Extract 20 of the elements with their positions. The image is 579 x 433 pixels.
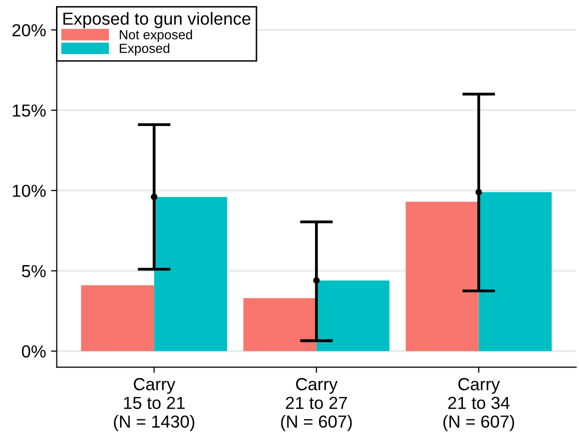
- y-tick-label: 15%: [12, 104, 46, 117]
- legend-label: Not exposed: [120, 30, 192, 42]
- y-tick-label: 20%: [12, 24, 46, 36]
- bar: [154, 196, 228, 352]
- x-tick-label: Carry 21 to 27 (N = 607): [281, 378, 352, 432]
- bar: [478, 192, 552, 352]
- legend-label: Exposed: [120, 43, 170, 56]
- bar: [243, 298, 316, 352]
- x-tick-label: Carry 15 to 21 (N = 1430): [114, 378, 194, 432]
- legend-title: Exposed to gun violence: [63, 12, 250, 28]
- y-tick-label: 10%: [12, 184, 46, 197]
- point: [150, 194, 158, 200]
- x-tick-label: Carry 21 to 34 (N = 607): [443, 378, 514, 432]
- bar: [81, 285, 154, 352]
- y-tick-label: 5%: [22, 265, 46, 278]
- point: [475, 188, 482, 196]
- bar: [316, 280, 390, 352]
- point: [313, 277, 320, 284]
- y-tick-label: 0%: [22, 345, 46, 358]
- bar: [406, 202, 479, 352]
